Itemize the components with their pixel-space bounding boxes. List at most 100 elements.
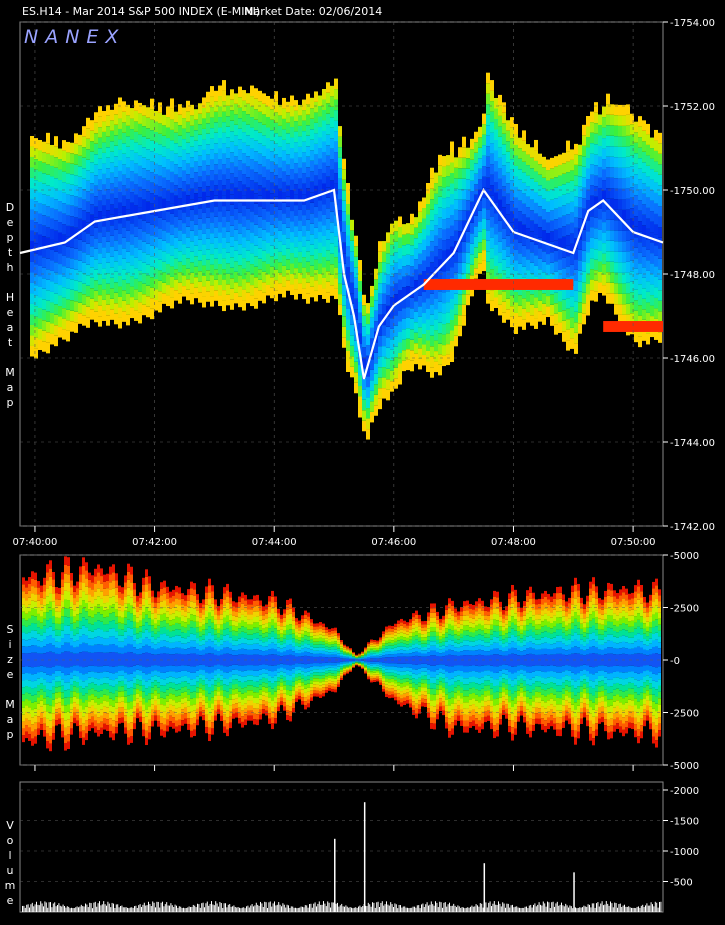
heat-cell bbox=[518, 316, 522, 327]
size-band bbox=[241, 671, 244, 677]
heat-cell bbox=[586, 231, 590, 243]
heat-cell bbox=[266, 95, 270, 107]
heat-cell bbox=[106, 231, 110, 242]
size-band bbox=[232, 655, 235, 660]
heat-cell bbox=[114, 261, 118, 272]
size-band bbox=[85, 720, 88, 727]
heat-cell bbox=[366, 366, 370, 377]
size-band bbox=[160, 653, 163, 660]
heat-cell bbox=[410, 266, 414, 277]
heat-cell bbox=[46, 227, 50, 238]
heat-cell bbox=[258, 269, 262, 280]
size-band bbox=[67, 574, 70, 583]
size-band bbox=[115, 645, 118, 653]
heat-cell bbox=[94, 269, 98, 281]
heat-cell bbox=[466, 168, 470, 180]
size-band bbox=[217, 709, 220, 714]
heat-cell bbox=[446, 312, 450, 324]
size-band bbox=[193, 627, 196, 635]
heat-cell bbox=[346, 277, 350, 288]
size-band bbox=[214, 624, 217, 630]
size-band bbox=[253, 643, 256, 650]
heat-cell bbox=[30, 261, 34, 273]
heat-cell bbox=[374, 289, 378, 301]
size-band bbox=[262, 633, 265, 638]
size-band bbox=[160, 601, 163, 609]
size-band bbox=[34, 601, 37, 610]
size-band bbox=[205, 647, 208, 654]
size-band bbox=[67, 600, 70, 609]
heat-cell bbox=[498, 252, 502, 263]
heat-cell bbox=[494, 129, 498, 140]
heat-cell bbox=[458, 168, 462, 179]
heat-cell bbox=[162, 188, 166, 199]
heat-cell bbox=[530, 189, 534, 200]
heat-cell bbox=[458, 231, 462, 242]
size-band bbox=[145, 629, 148, 638]
heat-cell bbox=[150, 235, 154, 246]
size-band bbox=[253, 617, 256, 623]
heat-cell bbox=[474, 131, 478, 143]
heat-cell bbox=[542, 303, 546, 315]
heat-cell bbox=[602, 138, 606, 149]
size-band bbox=[112, 720, 115, 727]
heat-cell bbox=[294, 184, 298, 195]
size-band bbox=[31, 702, 34, 711]
heat-cell bbox=[490, 111, 494, 123]
heat-cell bbox=[198, 155, 202, 167]
heat-cell bbox=[122, 300, 126, 312]
size-band bbox=[58, 660, 61, 666]
size-band bbox=[82, 625, 85, 635]
heat-cell bbox=[434, 204, 438, 215]
heat-cell bbox=[394, 357, 398, 368]
heat-cell bbox=[150, 151, 154, 162]
size-band bbox=[172, 660, 175, 666]
size-band bbox=[31, 615, 34, 624]
size-band bbox=[55, 670, 58, 677]
heat-cell bbox=[394, 315, 398, 326]
size-band bbox=[142, 625, 145, 633]
heat-cell bbox=[298, 251, 302, 263]
heat-cell bbox=[186, 289, 190, 301]
size-band bbox=[223, 708, 226, 715]
size-band bbox=[121, 686, 124, 692]
size-band bbox=[163, 626, 166, 634]
heat-cell bbox=[262, 208, 266, 220]
size-band bbox=[232, 704, 235, 709]
size-band bbox=[205, 666, 208, 673]
size-band bbox=[175, 672, 178, 679]
size-band bbox=[112, 628, 115, 637]
heat-cell bbox=[270, 182, 274, 194]
size-band bbox=[91, 638, 94, 646]
size-band bbox=[265, 664, 268, 670]
size-band bbox=[109, 666, 112, 673]
heat-cell bbox=[234, 229, 238, 241]
heat-cell bbox=[622, 272, 626, 284]
heat-cell bbox=[626, 135, 630, 147]
size-band bbox=[226, 723, 229, 730]
heat-cell bbox=[134, 100, 138, 111]
size-band bbox=[151, 596, 154, 603]
heat-cell bbox=[582, 229, 586, 241]
size-band bbox=[172, 613, 175, 620]
size-band bbox=[25, 712, 28, 719]
size-band bbox=[208, 700, 211, 708]
heat-cell bbox=[226, 273, 230, 285]
size-band bbox=[64, 608, 67, 617]
heat-cell bbox=[30, 230, 34, 241]
heat-cell bbox=[198, 239, 202, 251]
heat-cell bbox=[306, 230, 310, 241]
heat-cell bbox=[610, 135, 614, 147]
size-band bbox=[247, 644, 250, 650]
heat-cell bbox=[98, 116, 102, 128]
heat-cell bbox=[70, 258, 74, 269]
size-band bbox=[205, 610, 208, 618]
heat-cell bbox=[450, 319, 454, 331]
heat-cell bbox=[558, 311, 562, 323]
heat-cell bbox=[486, 219, 490, 231]
heat-cell bbox=[618, 199, 622, 210]
heat-cell bbox=[310, 276, 314, 287]
heat-cell bbox=[634, 153, 638, 164]
heat-cell bbox=[326, 292, 330, 303]
heat-cell bbox=[298, 125, 302, 137]
